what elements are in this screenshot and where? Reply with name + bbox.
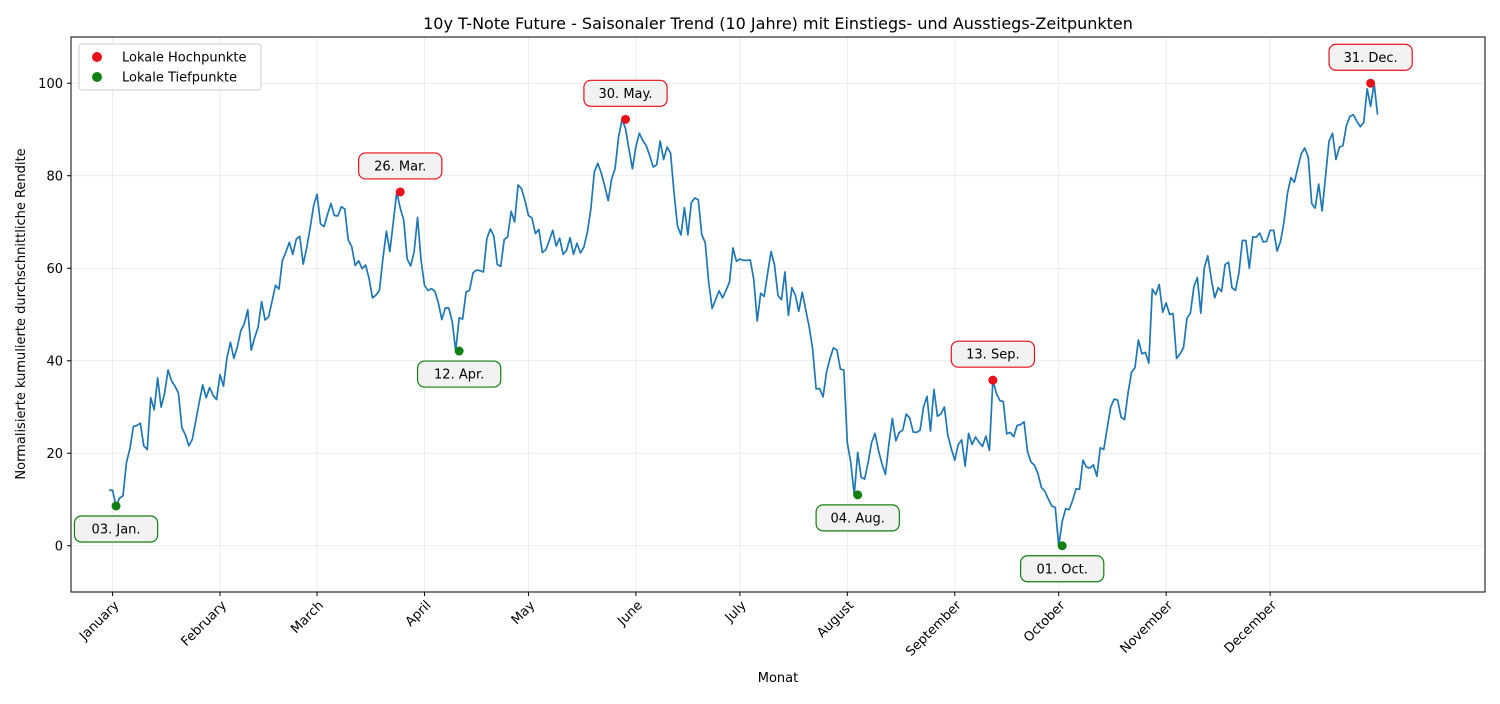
low-annotation-box <box>416 360 502 388</box>
y-tick-label: 20 <box>46 447 63 462</box>
x-axis-label: Monat <box>758 671 798 686</box>
legend-label-highs: Lokale Hochpunkte <box>122 51 246 66</box>
high-annotation-box <box>1328 43 1413 71</box>
low-point-marker <box>454 346 464 356</box>
high-point-marker <box>621 114 631 124</box>
y-tick-label: 0 <box>55 539 63 554</box>
low-annotation-box <box>815 504 900 532</box>
y-tick-label: 80 <box>46 169 63 184</box>
legend: Lokale Hochpunkte Lokale Tiefpunkte <box>78 43 262 91</box>
legend-box <box>78 43 262 91</box>
low-annotation-label: 01. Oct. <box>1036 562 1087 577</box>
high-annotation-box <box>950 340 1036 368</box>
y-tick-label: 40 <box>46 354 63 369</box>
legend-marker-highs <box>92 52 102 62</box>
high-annotation-label: 13. Sep. <box>966 348 1019 363</box>
high-point-marker <box>1366 78 1376 88</box>
legend-label-lows: Lokale Tiefpunkte <box>122 71 237 86</box>
high-point-marker <box>395 187 405 197</box>
legend-marker-lows <box>92 72 102 82</box>
marker-layer <box>111 78 1376 551</box>
high-point-marker <box>988 375 998 385</box>
high-annotation-label: 30. May. <box>599 87 653 102</box>
plot-frame <box>70 36 1486 593</box>
grid-layer <box>71 37 1485 592</box>
low-annotation-label: 12. Apr. <box>434 368 484 383</box>
high-annotation-label: 26. Mar. <box>374 159 426 174</box>
low-annotation-box <box>1019 555 1105 583</box>
y-tick-label: 100 <box>38 77 63 92</box>
chart-title: 10y T-Note Future - Saisonaler Trend (10… <box>423 14 1133 33</box>
y-tick-label: 60 <box>46 262 63 277</box>
low-annotation-box <box>73 515 159 543</box>
low-annotation-label: 04. Aug. <box>831 511 885 526</box>
series-layer <box>109 82 1379 547</box>
annotation-layer: 26. Mar. 30. May. 13. Sep. 31. Dec. 03. Jan.… <box>73 43 1413 583</box>
high-annotation-box <box>358 152 443 180</box>
y-axis-label: Normalisierte kumulierte durchschnittlic… <box>14 148 29 479</box>
low-annotation-label: 03. Jan. <box>92 522 141 537</box>
seasonal-trend-line <box>109 82 1379 547</box>
low-point-marker <box>111 501 121 511</box>
high-annotation-label: 31. Dec. <box>1344 51 1398 66</box>
low-point-marker <box>1057 541 1067 551</box>
low-point-marker <box>853 490 863 500</box>
high-annotation-box <box>583 79 668 107</box>
